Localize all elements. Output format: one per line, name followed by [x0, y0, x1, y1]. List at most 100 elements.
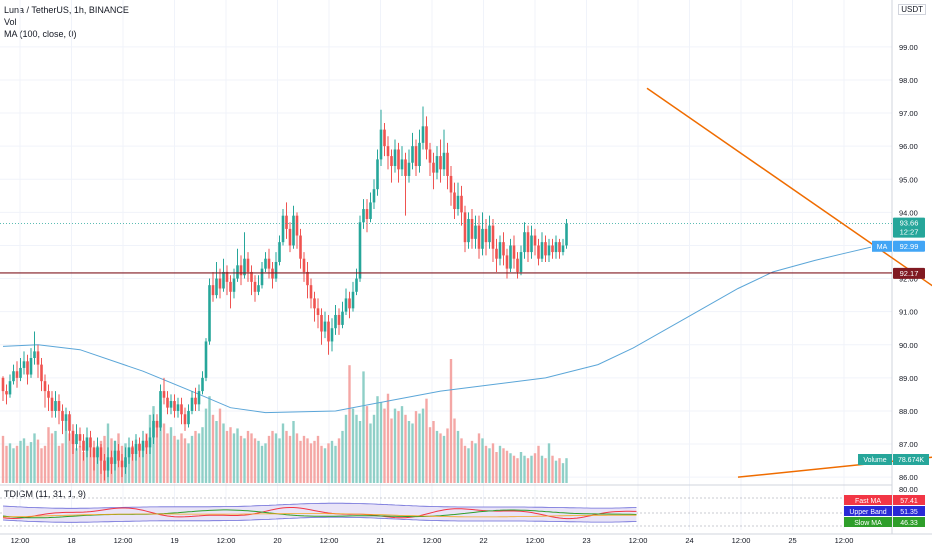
volume-bar [491, 443, 495, 483]
candle-body [397, 149, 400, 170]
candle-body [488, 225, 491, 243]
volume-bar [400, 406, 404, 483]
candle-body [190, 397, 194, 411]
indicator-value-tag-bg [893, 517, 925, 527]
candle-body [565, 223, 568, 246]
candle-body [36, 351, 40, 365]
candle-body [211, 285, 215, 296]
indicator-value-tag-bg [893, 495, 925, 505]
candle-body [344, 298, 348, 312]
volume-bar [22, 438, 26, 483]
price-axis-label: 91.00 [899, 308, 918, 317]
volume-bar [460, 438, 463, 483]
volume-bar [379, 402, 383, 483]
trendline[interactable] [646, 87, 932, 323]
candle-body [253, 281, 257, 292]
candle-body [99, 447, 103, 461]
candle-body [285, 215, 288, 229]
volume-bar [365, 406, 369, 483]
volume-bar [250, 433, 253, 483]
candle-body [446, 152, 449, 176]
volume-bar [383, 408, 386, 483]
candle-body [558, 242, 561, 253]
volume-bar [355, 414, 358, 483]
volume-bar [40, 448, 43, 483]
candle-body [449, 175, 453, 193]
volume-bar [285, 430, 288, 483]
candle-body [5, 391, 8, 395]
volume-bar [320, 445, 323, 483]
currency-label[interactable]: USDT [898, 4, 926, 15]
candle-body [208, 285, 211, 342]
volume-bar [432, 421, 435, 483]
candle-body [145, 440, 148, 448]
candle-body [43, 381, 47, 392]
candle-body [92, 447, 96, 458]
volume-bar [194, 430, 197, 483]
candle-body [225, 271, 229, 282]
candle-body [127, 447, 131, 458]
candle-body [113, 450, 117, 464]
volume-bar [474, 443, 477, 483]
ma-label-tag-text: MA [877, 244, 888, 251]
ma-study-label[interactable]: MA (100, close, 0) [4, 29, 77, 39]
candle-body [180, 404, 183, 415]
price-axis-label: 89.00 [899, 374, 918, 383]
candle-body [551, 245, 554, 253]
candle-body [239, 265, 243, 276]
candle-body [250, 271, 253, 282]
chart-legend-ma: MA (100, close, 0) [4, 28, 77, 40]
volume-label-tag-bg [858, 454, 892, 465]
candle-body [484, 228, 488, 243]
trendline[interactable] [737, 426, 932, 478]
volume-bar [82, 452, 85, 483]
time-axis-label: 20 [273, 536, 281, 545]
ma-label-tag-bg [872, 240, 892, 252]
volume-bar [50, 433, 54, 483]
volume-bar [127, 448, 131, 483]
volume-bar [411, 423, 414, 483]
volume-study-label[interactable]: Vol [4, 17, 17, 27]
volume-bar [138, 443, 141, 483]
volume-bar [201, 427, 204, 483]
volume-bar [334, 445, 337, 483]
volume-bar [75, 448, 78, 483]
candle-body [295, 215, 299, 236]
candle-body [519, 252, 523, 272]
upper-band-line [2, 502, 637, 509]
candle-body [215, 278, 218, 296]
candle-body [376, 159, 379, 190]
price-axis-label: 90.00 [899, 341, 918, 350]
candle-body [71, 430, 75, 445]
candle-body [201, 377, 204, 392]
indicator-study-label[interactable]: TDIGM (11, 31, 1, 9) [4, 489, 86, 499]
volume-bar [12, 448, 15, 483]
candle-body [313, 298, 316, 309]
candle-body [274, 262, 278, 279]
volume-bar [8, 443, 12, 483]
indicator-name-tag-text: Slow MA [854, 520, 882, 527]
volume-bar [274, 433, 278, 483]
candle-body [372, 189, 376, 203]
volume-bar [397, 411, 400, 483]
volume-bar [131, 445, 134, 483]
candle-body [463, 212, 467, 243]
symbol-title[interactable]: Luna / TetherUS, 1h, BINANCE [4, 5, 129, 15]
candle-body [176, 404, 180, 411]
candle-body [222, 271, 225, 289]
volume-bar [337, 438, 341, 483]
volume-bar [502, 448, 505, 483]
candle-body [414, 146, 418, 167]
support-price-tag-text: 92.17 [900, 269, 919, 278]
indicator-name-tag-bg [844, 517, 892, 527]
volume-bar [439, 433, 442, 483]
volume-bar [134, 439, 138, 483]
candle-body [530, 235, 533, 253]
volume-bar [36, 439, 40, 483]
candle-body [194, 397, 197, 405]
support-price-tag-bg [893, 267, 925, 279]
candle-body [540, 242, 544, 259]
volume-bar [453, 418, 456, 483]
volume-bar [236, 428, 239, 483]
